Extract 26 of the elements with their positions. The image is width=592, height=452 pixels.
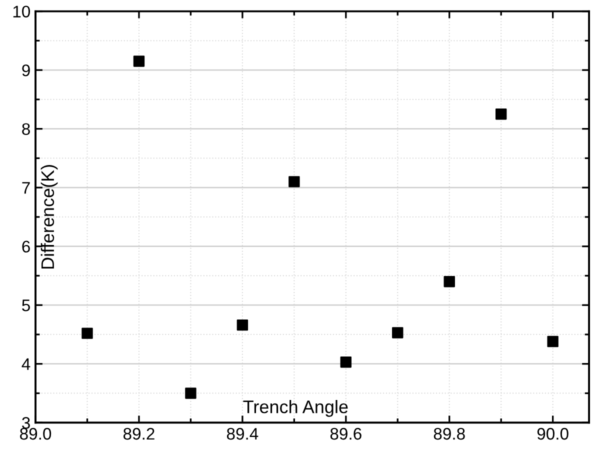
x-tick-label: 89.4 <box>226 428 258 440</box>
y-axis-title: Difference(K) <box>40 165 58 268</box>
x-tick-label: 89.2 <box>123 428 154 440</box>
point <box>495 108 507 120</box>
x-axis-title: Trench Angle <box>243 400 348 417</box>
point <box>547 336 558 348</box>
point <box>392 327 404 338</box>
y-tick-label: 10 <box>13 6 30 18</box>
y-tick-label: 7 <box>22 182 30 194</box>
x-tick-label: 90.0 <box>537 428 568 440</box>
x-tick-label: 89.6 <box>330 428 362 440</box>
x-tick-label: 89.0 <box>20 428 52 440</box>
point <box>444 276 455 288</box>
point <box>82 328 93 339</box>
point <box>185 388 196 399</box>
y-tick-label: 9 <box>22 64 30 76</box>
x-tick-label: 89.8 <box>434 428 465 440</box>
y-tick-label: 4 <box>22 358 30 370</box>
y-tick-label: 6 <box>22 240 30 253</box>
point <box>133 56 145 67</box>
point <box>340 356 352 368</box>
point <box>236 319 248 331</box>
y-tick-label: 8 <box>22 123 30 136</box>
point <box>288 176 300 188</box>
y-tick-label: 3 <box>22 417 30 429</box>
y-tick-label: 5 <box>22 300 30 312</box>
